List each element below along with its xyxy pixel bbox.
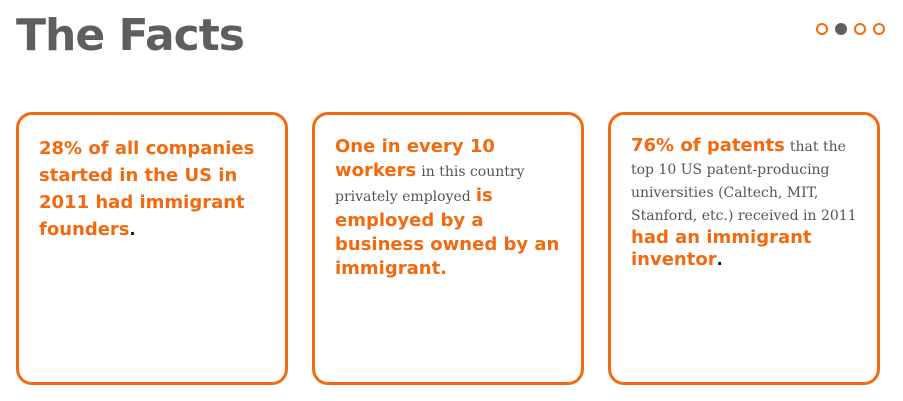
fact-card-2: One in every 10 workers in this country … (312, 112, 584, 385)
fact-text-1: 28% of all companies started in the US i… (39, 135, 267, 243)
pager-dot-4[interactable] (873, 23, 885, 35)
fact-1-highlight: 28% of all companies started in the US i… (39, 138, 255, 240)
fact-1-period: . (129, 220, 136, 239)
fact-text-2: One in every 10 workers in this country … (335, 135, 563, 281)
pager-dot-1[interactable] (816, 23, 828, 35)
page-title: The Facts (16, 10, 245, 61)
fact-3-plain: that the top 10 US patent-producing univ… (631, 139, 857, 224)
fact-text-3: 76% of patents that the top 10 US patent… (631, 135, 859, 271)
fact-3-highlight-end: had an immigrant inventor (631, 227, 812, 270)
fact-2-highlight-end: is employed by a business owned by an im… (335, 185, 560, 279)
fact-2-plain: in this country privately employed (335, 164, 525, 205)
fact-card-3: 76% of patents that the top 10 US patent… (608, 112, 880, 385)
pager-dot-2-active[interactable] (835, 23, 847, 35)
fact-card-1: 28% of all companies started in the US i… (16, 112, 288, 385)
pager-dot-3[interactable] (854, 23, 866, 35)
fact-3-highlight-start: 76% of patents (631, 135, 785, 156)
fact-3-period: . (716, 250, 723, 269)
carousel-pager (816, 23, 885, 35)
fact-2-highlight-start: One in every 10 workers (335, 136, 495, 181)
